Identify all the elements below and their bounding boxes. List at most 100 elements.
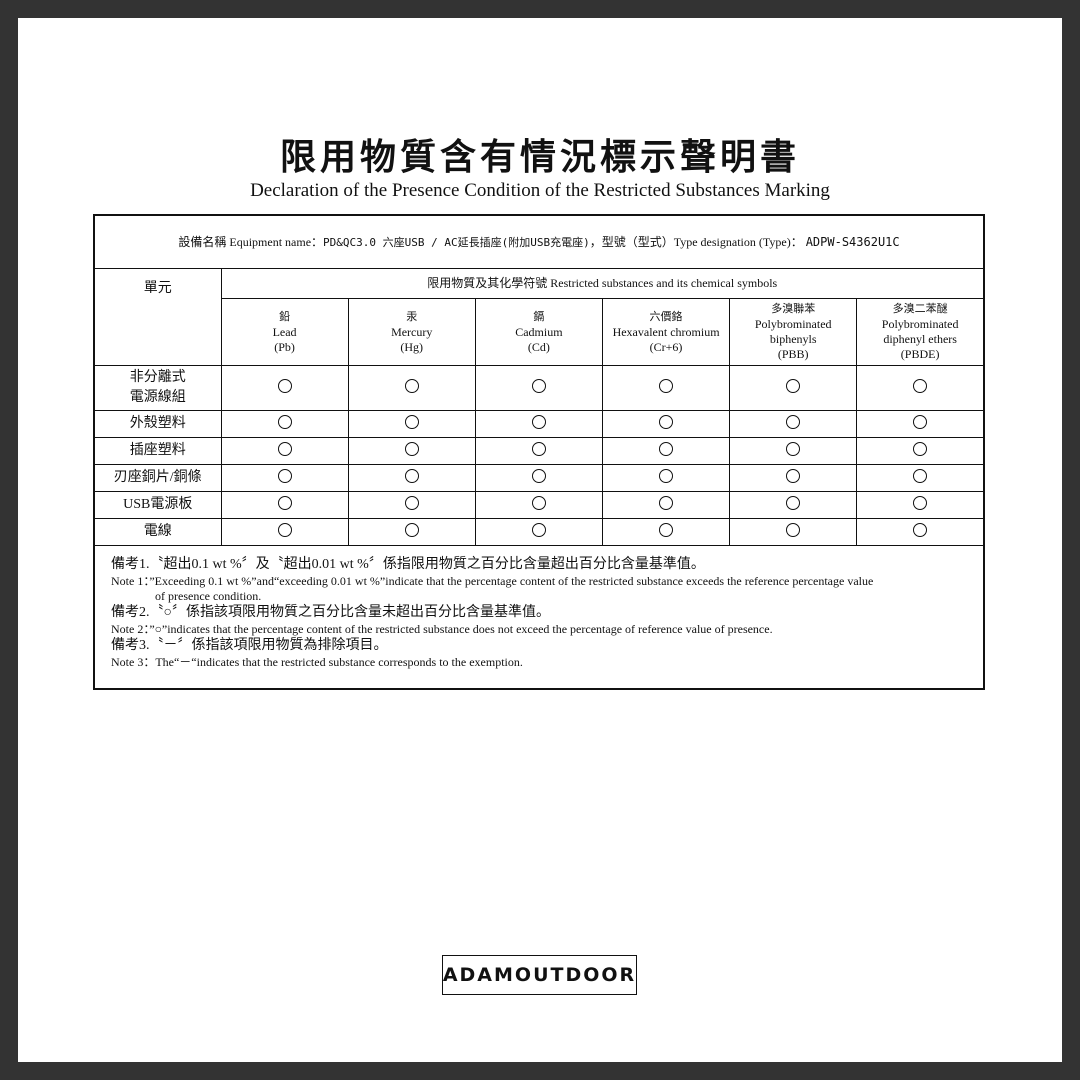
circle-mark-icon	[531, 442, 546, 456]
unit-header: 單元	[93, 268, 222, 366]
presence-cell	[220, 518, 349, 546]
substances-header: 限用物質及其化學符號 Restricted substances and its…	[220, 268, 985, 299]
circle-mark-icon	[659, 379, 674, 393]
presence-cell	[601, 365, 731, 411]
circle-mark-icon	[659, 415, 674, 429]
circle-mark-icon	[659, 442, 674, 456]
presence-cell	[729, 365, 858, 411]
presence-cell	[347, 365, 476, 411]
presence-cell	[347, 491, 476, 519]
circle-mark-icon	[277, 523, 292, 537]
circle-mark-icon	[404, 379, 419, 393]
circle-mark-icon	[913, 415, 928, 429]
presence-cell	[474, 365, 603, 411]
presence-cell	[220, 464, 349, 492]
table-row: 外殼塑料	[93, 410, 985, 438]
circle-mark-icon	[786, 523, 801, 537]
circle-mark-icon	[277, 469, 292, 483]
presence-cell	[601, 518, 731, 546]
circle-mark-icon	[277, 496, 292, 510]
notes: 備考1.〝超出0.1 wt %〞及〝超出0.01 wt %〞係指限用物質之百分比…	[93, 545, 985, 690]
chemical-symbol: (PBDE)	[900, 347, 940, 361]
presence-cell	[220, 365, 349, 411]
presence-cell	[856, 410, 985, 438]
presence-cell	[347, 464, 476, 492]
circle-mark-icon	[531, 469, 546, 483]
column-header: 多溴聯苯 Polybrominated biphenyls (PBB)	[729, 298, 858, 366]
presence-cell	[347, 437, 476, 465]
substance-name-en: Polybrominated biphenyls	[754, 317, 832, 346]
circle-mark-icon	[913, 379, 928, 393]
note-en-cont: of presence condition.	[155, 589, 262, 603]
presence-cell	[856, 437, 985, 465]
presence-cell	[220, 491, 349, 519]
column-header: 鎘 Cadmium (Cd)	[474, 298, 603, 366]
presence-cell	[856, 365, 985, 411]
chemical-symbol: (Hg)	[400, 339, 424, 354]
equipment-info: 設備名稱 Equipment name：PD&QC3.0 六座USB / AC延…	[93, 214, 985, 269]
restricted-substances-table: 設備名稱 Equipment name：PD&QC3.0 六座USB / AC延…	[93, 214, 985, 690]
title-english: Declaration of the Presence Condition of…	[250, 180, 830, 201]
substance-name-zh: 汞	[406, 310, 418, 323]
circle-mark-icon	[404, 469, 419, 483]
circle-mark-icon	[913, 523, 928, 537]
presence-cell	[474, 518, 603, 546]
presence-cell	[729, 437, 858, 465]
substance-name-zh: 多溴二苯醚	[892, 303, 948, 315]
presence-cell	[856, 518, 985, 546]
circle-mark-icon	[786, 379, 801, 393]
circle-mark-icon	[277, 442, 292, 456]
unit-name: 插座塑料	[93, 437, 222, 465]
presence-cell	[729, 518, 858, 546]
chemical-symbol: (PBB)	[777, 347, 809, 361]
presence-cell	[601, 410, 731, 438]
column-header: 多溴二苯醚 Polybrominated diphenyl ethers (PBDE…	[856, 298, 985, 366]
column-header: 鉛 Lead (Pb)	[220, 298, 349, 366]
circle-mark-icon	[531, 496, 546, 510]
note-en: Note 3：The“－“indicates that the restrict…	[111, 655, 523, 669]
unit-name: 非分離式 電源線組	[93, 365, 222, 411]
presence-cell	[347, 410, 476, 438]
presence-cell	[347, 518, 476, 546]
circle-mark-icon	[404, 442, 419, 456]
presence-cell	[729, 410, 858, 438]
unit-name: 電線	[93, 518, 222, 546]
table-row: 非分離式 電源線組	[93, 365, 985, 411]
presence-cell	[220, 410, 349, 438]
equipment-label: 設備名稱 Equipment name：	[178, 234, 324, 249]
circle-mark-icon	[659, 469, 674, 483]
chemical-symbol: (Cd)	[527, 339, 550, 354]
chemical-symbol: (Pb)	[274, 339, 295, 354]
presence-cell	[729, 464, 858, 492]
presence-cell	[601, 437, 731, 465]
column-header: 六價鉻 Hexavalent chromium (Cr+6)	[601, 298, 731, 366]
note-zh: 備考3.〝－〞係指該項限用物質為排除項目。	[111, 638, 388, 653]
circle-mark-icon	[531, 415, 546, 429]
circle-mark-icon	[659, 523, 674, 537]
title-chinese: 限用物質含有情況標示聲明書	[279, 136, 800, 178]
presence-cell	[856, 491, 985, 519]
substance-name-en: Mercury	[391, 324, 433, 339]
circle-mark-icon	[659, 496, 674, 510]
type-label: ，型號（型式）Type designation (Type)：	[589, 234, 803, 249]
circle-mark-icon	[913, 469, 928, 483]
presence-cell	[474, 410, 603, 438]
presence-cell	[474, 491, 603, 519]
substance-name-en: Polybrominated diphenyl ethers	[881, 317, 959, 346]
equipment-name: PD&QC3.0 六座USB / AC延長插座(附加USB充電座)	[323, 235, 590, 249]
presence-cell	[474, 464, 603, 492]
circle-mark-icon	[786, 496, 801, 510]
table-row: 插座塑料	[93, 437, 985, 465]
presence-cell	[601, 491, 731, 519]
circle-mark-icon	[786, 469, 801, 483]
circle-mark-icon	[913, 442, 928, 456]
substance-name-zh: 多溴聯苯	[771, 303, 816, 315]
brand-logo: ADAMOUTDOOR	[442, 955, 637, 995]
substance-name-en: Cadmium	[515, 324, 563, 339]
circle-mark-icon	[786, 415, 801, 429]
presence-cell	[601, 464, 731, 492]
unit-name: USB電源板	[93, 491, 222, 519]
table-row: 電線	[93, 518, 985, 546]
circle-mark-icon	[277, 379, 292, 393]
note-zh: 備考2.〝○〞係指該項限用物質之百分比含量未超出百分比含量基準值。	[111, 605, 550, 620]
